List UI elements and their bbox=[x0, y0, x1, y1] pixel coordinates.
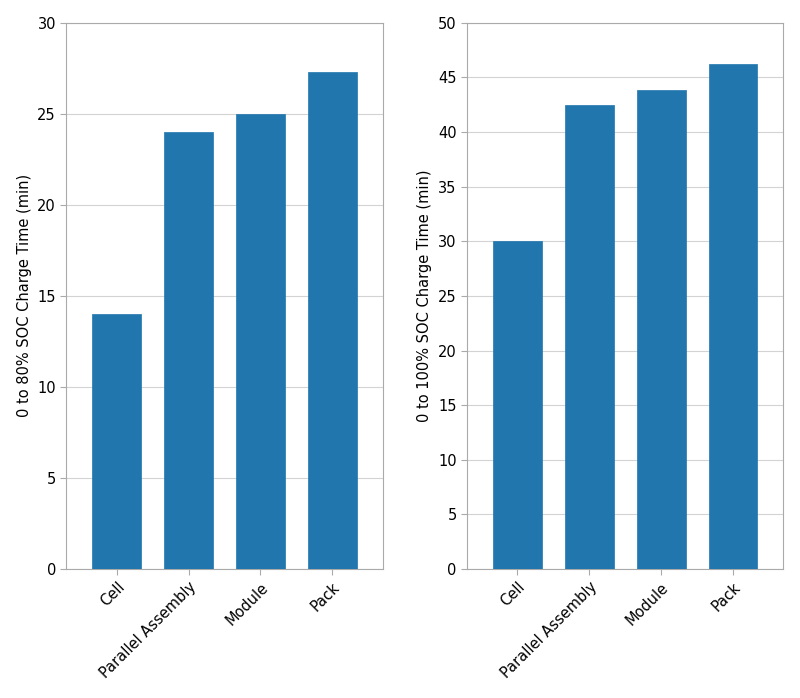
Bar bbox=[565, 105, 614, 569]
Bar bbox=[92, 314, 141, 569]
Bar bbox=[236, 114, 285, 569]
Y-axis label: 0 to 100% SOC Charge Time (min): 0 to 100% SOC Charge Time (min) bbox=[418, 170, 432, 422]
Bar bbox=[308, 72, 357, 569]
Bar bbox=[709, 64, 758, 569]
Bar bbox=[637, 91, 686, 569]
Y-axis label: 0 to 80% SOC Charge Time (min): 0 to 80% SOC Charge Time (min) bbox=[17, 174, 32, 417]
Bar bbox=[164, 132, 213, 569]
Bar bbox=[493, 242, 542, 569]
